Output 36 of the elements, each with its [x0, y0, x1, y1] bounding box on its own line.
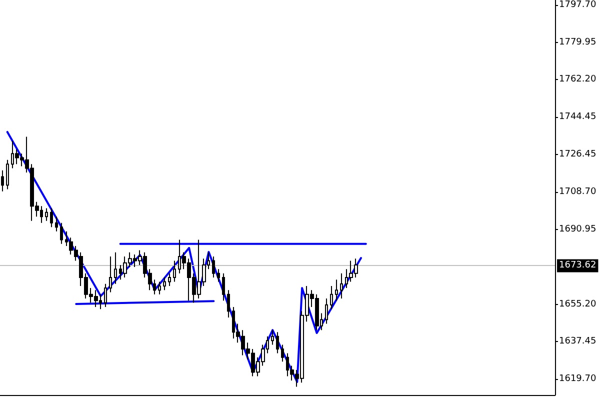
candlestick — [212, 256, 215, 278]
candlestick — [1, 170, 4, 192]
candlestick — [168, 272, 171, 286]
candlestick — [50, 208, 53, 228]
candlestick — [114, 252, 117, 284]
y-tick-label: 1744.45 — [559, 112, 596, 122]
candlestick — [55, 216, 58, 232]
candlestick — [6, 159, 9, 190]
y-tick-label: 1726.45 — [559, 150, 596, 160]
candlestick — [109, 256, 112, 293]
candlestick — [222, 272, 225, 302]
y-tick-label: 1762.20 — [559, 74, 596, 85]
y-tick-label: 1655.20 — [559, 299, 596, 310]
candlestick — [104, 283, 107, 308]
candlestick — [60, 222, 63, 244]
y-tick-label: 1779.95 — [559, 37, 596, 48]
candlestick — [227, 290, 230, 318]
candlestick — [217, 268, 220, 282]
candlestick — [330, 285, 333, 310]
candlestick — [173, 260, 176, 282]
candlestick — [281, 344, 284, 362]
candlestick — [271, 330, 274, 346]
line-series — [6, 130, 362, 383]
candlestick — [335, 279, 338, 302]
candlestick — [325, 298, 328, 324]
ref-line-label: 1673.62 — [559, 260, 596, 271]
candlestick — [276, 332, 279, 354]
candlestick — [163, 277, 166, 291]
y-tick-label: 1690.95 — [559, 224, 596, 234]
candlestick — [158, 281, 161, 295]
candlestick — [45, 208, 48, 222]
candlestick — [340, 272, 343, 300]
y-tick-label: 1619.70 — [559, 374, 596, 384]
y-tick-label: 1708.70 — [559, 187, 596, 198]
y-tick-label: 1637.45 — [559, 336, 596, 347]
y-tick-label: 1797.70 — [559, 0, 596, 10]
